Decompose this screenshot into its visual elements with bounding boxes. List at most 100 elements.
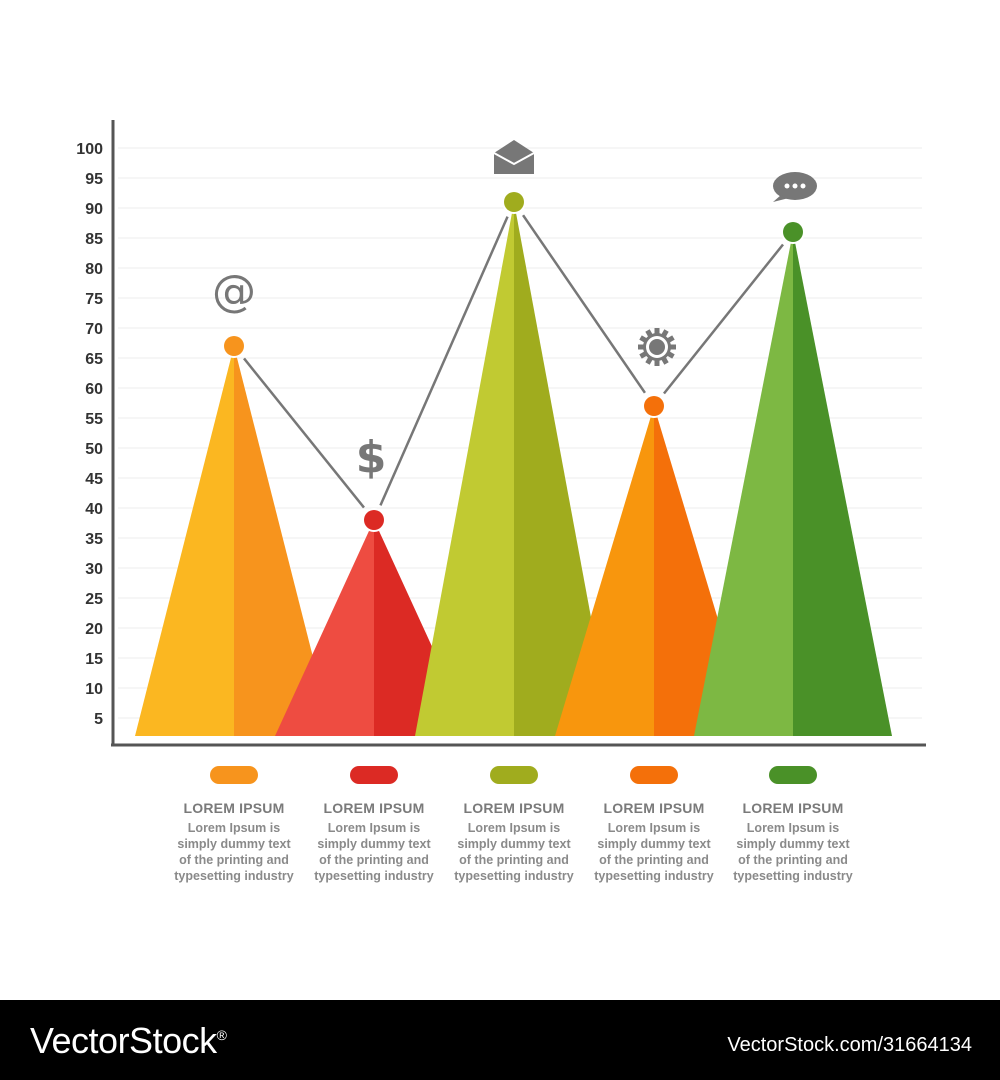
peak-dots <box>222 190 805 532</box>
connector-segment-3 <box>522 214 646 394</box>
y-tick-label-65: 65 <box>85 351 103 368</box>
triangle-right-face-5 <box>793 232 892 736</box>
legend-description-line: simply dummy text <box>457 837 571 851</box>
brand-mark: ® <box>216 1027 227 1043</box>
y-tick-label-15: 15 <box>85 651 103 668</box>
triangle-bar-3 <box>415 202 613 736</box>
triangle-left-face-5 <box>694 232 793 736</box>
legend-description-line: of the printing and <box>599 853 709 867</box>
axes <box>111 120 926 747</box>
peak-icons: @$ <box>212 140 817 483</box>
dollar-glyph: $ <box>356 432 387 483</box>
legend-item-4: LOREM IPSUM Lorem Ipsum is simply dummy te… <box>584 760 724 884</box>
y-tick-label-35: 35 <box>85 531 103 548</box>
y-tick-label-45: 45 <box>85 471 103 488</box>
triangle-bars <box>135 202 892 736</box>
legend-description-line: of the printing and <box>319 853 429 867</box>
triangle-right-face-1 <box>234 346 333 736</box>
envelope-body <box>494 140 534 174</box>
legend-description-line: typesetting industry <box>314 869 434 883</box>
y-tick-label-85: 85 <box>85 231 103 248</box>
legend-description-line: of the printing and <box>179 853 289 867</box>
legend-description-line: typesetting industry <box>733 869 853 883</box>
legend-description-2: Lorem Ipsum is simply dummy text of the pr… <box>304 820 444 884</box>
y-tick-label-40: 40 <box>85 501 103 518</box>
chat-bubble-dot <box>792 183 798 189</box>
legend-description-line: simply dummy text <box>597 837 711 851</box>
y-tick-label-60: 60 <box>85 381 103 398</box>
legend-description-line: Lorem Ipsum is <box>607 821 701 835</box>
gear-icon <box>638 328 676 366</box>
peak-dot-4 <box>644 396 664 416</box>
legend-description-5: Lorem Ipsum is simply dummy text of the pr… <box>723 820 863 884</box>
chat-bubble-icon <box>773 172 817 202</box>
legend-swatch-1 <box>210 766 258 784</box>
chat-bubble-dot <box>800 183 806 189</box>
connector-segment-4 <box>663 243 784 395</box>
image-id-url: VectorStock.com/31664134 <box>727 1034 972 1056</box>
chat-bubble-tail <box>773 195 789 202</box>
brand-logo: VectorStock® <box>30 1020 227 1062</box>
peak-dot-1 <box>224 336 244 356</box>
triangle-left-face-1 <box>135 346 234 736</box>
connector-segment-2 <box>379 216 509 506</box>
at-sign-icon: @ <box>212 266 256 317</box>
legend-description-line: Lorem Ipsum is <box>187 821 281 835</box>
legend-description-4: Lorem Ipsum is simply dummy text of the pr… <box>584 820 724 884</box>
peak-dot-3 <box>504 192 524 212</box>
legend-description-line: Lorem Ipsum is <box>467 821 561 835</box>
y-tick-label-55: 55 <box>85 411 103 428</box>
y-tick-label-5: 5 <box>94 711 103 728</box>
y-tick-label-70: 70 <box>85 321 103 338</box>
gear-hub <box>649 339 665 355</box>
y-tick-label-95: 95 <box>85 171 103 188</box>
legend-title-1: LOREM IPSUM <box>183 800 285 816</box>
legend-title-2: LOREM IPSUM <box>323 800 425 816</box>
y-tick-label-20: 20 <box>85 621 103 638</box>
legend-swatch-2 <box>350 766 398 784</box>
y-tick-label-75: 75 <box>85 291 103 308</box>
legend-item-2: LOREM IPSUM Lorem Ipsum is simply dummy te… <box>304 760 444 884</box>
legend-description-line: simply dummy text <box>317 837 431 851</box>
triangle-bar-5 <box>694 232 892 736</box>
legend-description-line: of the printing and <box>738 853 848 867</box>
legend-title-4: LOREM IPSUM <box>603 800 705 816</box>
at-sign-glyph: @ <box>212 266 256 317</box>
legend-title-5: LOREM IPSUM <box>742 800 844 816</box>
y-tick-label-10: 10 <box>85 681 103 698</box>
y-tick-label-80: 80 <box>85 261 103 278</box>
brand-name: VectorStock <box>30 1020 217 1061</box>
triangle-right-face-3 <box>514 202 613 736</box>
dollar-icon: $ <box>356 432 387 483</box>
y-tick-label-50: 50 <box>85 441 103 458</box>
envelope-icon <box>493 140 535 174</box>
legend-description-1: Lorem Ipsum is simply dummy text of the pr… <box>164 820 304 884</box>
triangle-left-face-2 <box>275 520 374 736</box>
legend-description-line: Lorem Ipsum is <box>746 821 840 835</box>
legend-description-line: simply dummy text <box>177 837 291 851</box>
chat-bubble-dot <box>784 183 790 189</box>
legend-description-line: typesetting industry <box>454 869 574 883</box>
pyramid-chart: 5 10 15 20 25 30 35 40 45 50 55 60 65 70 75 80 85 90 95 100… <box>76 120 926 747</box>
y-tick-label-30: 30 <box>85 561 103 578</box>
legend-title-3: LOREM IPSUM <box>463 800 565 816</box>
legend-description-line: simply dummy text <box>736 837 850 851</box>
legend-swatch-4 <box>630 766 678 784</box>
y-axis-tick-labels: 5 10 15 20 25 30 35 40 45 50 55 60 65 70 75 80 85 90 95 100 <box>76 141 103 728</box>
y-tick-label-100: 100 <box>76 141 103 158</box>
legend-item-5: LOREM IPSUM Lorem Ipsum is simply dummy te… <box>723 760 863 884</box>
y-tick-label-25: 25 <box>85 591 103 608</box>
legend-item-3: LOREM IPSUM Lorem Ipsum is simply dummy te… <box>444 760 584 884</box>
y-tick-label-90: 90 <box>85 201 103 218</box>
legend-description-line: typesetting industry <box>594 869 714 883</box>
triangle-left-face-4 <box>555 406 654 736</box>
footer-bar: VectorStock® VectorStock.com/31664134 <box>0 1000 1000 1080</box>
triangle-bar-1 <box>135 346 333 736</box>
legend-description-3: Lorem Ipsum is simply dummy text of the pr… <box>444 820 584 884</box>
legend-description-line: typesetting industry <box>174 869 294 883</box>
connector-segment-1 <box>243 357 365 509</box>
peak-dot-5 <box>783 222 803 242</box>
legend-description-line: Lorem Ipsum is <box>327 821 421 835</box>
legend: LOREM IPSUM Lorem Ipsum is simply dummy te… <box>0 760 1000 900</box>
legend-description-line: of the printing and <box>459 853 569 867</box>
